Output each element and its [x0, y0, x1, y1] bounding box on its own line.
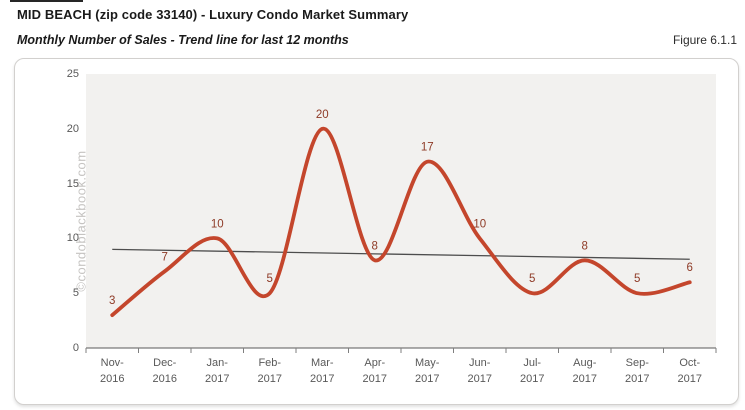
x-axis-label: Aug- 2017: [572, 357, 597, 385]
x-axis-label: Nov- 2016: [100, 357, 125, 385]
data-point-label: 8: [372, 240, 378, 252]
x-axis-label: Jan- 2017: [205, 357, 230, 385]
data-point-label: 6: [687, 262, 693, 274]
x-axis-label: May- 2017: [415, 357, 440, 385]
figure-label: Figure 6.1.1: [672, 33, 737, 47]
trend-line: [112, 248, 690, 260]
x-axis-label: Apr- 2017: [362, 357, 387, 385]
x-axis-label: Dec- 2016: [152, 357, 177, 385]
chart-panel: ©condoblackbook.com 0 5 10 15 20 25 3 7 10 5 20 8 1…: [14, 58, 739, 405]
x-axis-label: Feb- 2017: [257, 357, 282, 385]
x-axis-label: Jul- 2017: [520, 357, 545, 385]
data-point-label: 5: [529, 273, 535, 285]
data-point-label: 20: [316, 109, 329, 121]
y-axis-tick-label: 5: [72, 287, 79, 300]
y-axis-tick-label: 15: [66, 177, 79, 190]
subtitle-row: Monthly Number of Sales - Trend line for…: [17, 33, 737, 47]
x-axis-label: Mar- 2017: [310, 357, 335, 385]
data-point-label: 7: [162, 251, 168, 263]
data-point-label: 17: [421, 142, 434, 154]
x-axis-label: Jun- 2017: [467, 357, 492, 385]
y-axis-tick-label: 0: [72, 342, 79, 354]
data-point-label: 8: [582, 240, 588, 252]
data-point-label: 5: [267, 273, 273, 285]
page-title: MID BEACH (zip code 33140) - Luxury Cond…: [17, 7, 409, 22]
y-axis-tick-label: 25: [66, 68, 79, 80]
top-edge-line: [10, 0, 83, 2]
data-point-label: 5: [634, 273, 640, 285]
data-point-label: 3: [109, 295, 115, 307]
chart-subtitle: Monthly Number of Sales - Trend line for…: [17, 33, 349, 47]
x-axis-label: Sep- 2017: [625, 357, 650, 385]
y-axis-tick-label: 20: [66, 122, 79, 135]
sales-line-chart: 3 7 10 5 20 8 17 10 5 8 5 6: [85, 109, 717, 353]
data-point-label: 10: [473, 218, 486, 230]
x-axis: Nov- 2016 Dec- 2016 Jan- 2017 Feb- 2017 Mar- 2017…: [86, 355, 716, 387]
sales-series-line: [110, 126, 692, 318]
data-point-label: 10: [211, 218, 224, 230]
y-axis-tick-label: 10: [66, 232, 79, 245]
x-axis-label: Oct- 2017: [677, 357, 702, 385]
